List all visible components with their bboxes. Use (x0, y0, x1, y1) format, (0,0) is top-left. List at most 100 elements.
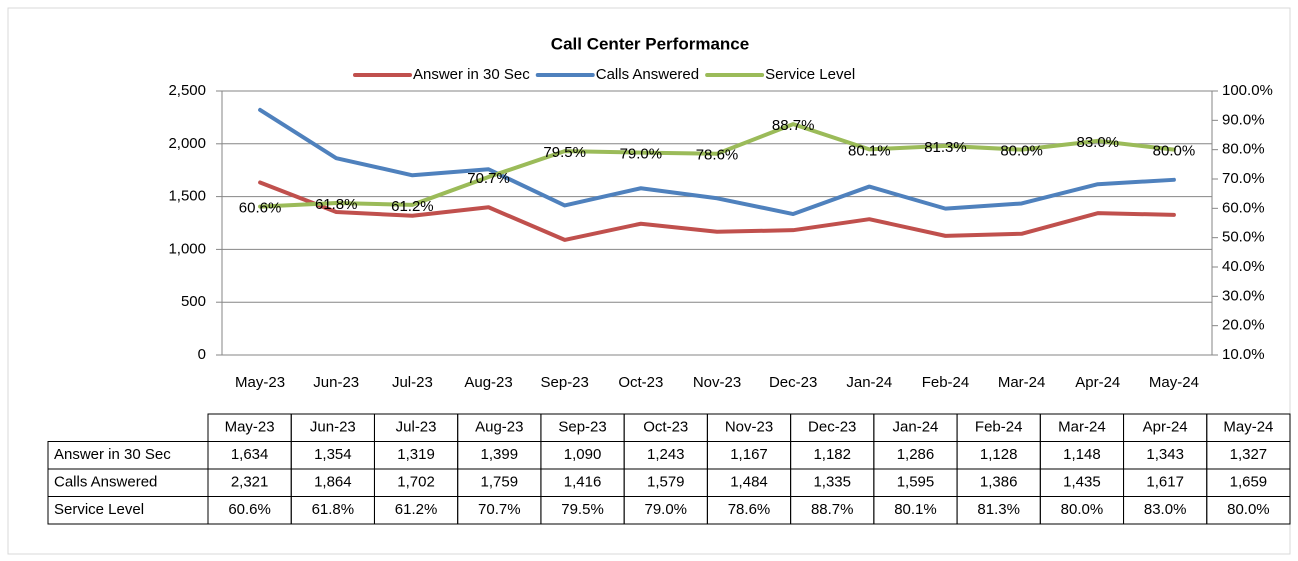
table-value: 1,416 (564, 474, 602, 491)
table-value: 1,148 (1063, 446, 1101, 463)
table-value: 1,128 (980, 446, 1018, 463)
table-header: Sep-23 (558, 419, 606, 436)
table-value: 1,319 (397, 446, 435, 463)
data-label: 80.0% (1153, 143, 1196, 160)
table-value: 79.5% (561, 501, 604, 518)
table-value: 61.2% (395, 501, 438, 518)
y2-tick-label: 80.0% (1222, 141, 1265, 158)
table-value: 1,090 (564, 446, 602, 463)
y-tick-label: 500 (181, 293, 206, 310)
table-value: 78.6% (728, 501, 771, 518)
table-value: 83.0% (1144, 501, 1187, 518)
table-value: 61.8% (312, 501, 355, 518)
table-value: 1,579 (647, 474, 685, 491)
table-header: Aug-23 (475, 419, 523, 436)
series-line (258, 107, 1176, 217)
table-header: Apr-24 (1143, 419, 1188, 436)
table-header: May-23 (225, 419, 275, 436)
table-value: 1,182 (813, 446, 851, 463)
y2-tick-label: 100.0% (1222, 82, 1273, 99)
table-value: 1,435 (1063, 474, 1101, 491)
x-tick-label: Feb-24 (922, 374, 970, 391)
table-header: Mar-24 (1058, 419, 1106, 436)
table-header: Feb-24 (975, 419, 1023, 436)
table-value: 1,634 (231, 446, 269, 463)
x-tick-label: Jan-24 (846, 374, 892, 391)
y2-tick-label: 20.0% (1222, 317, 1265, 334)
data-label: 70.7% (467, 170, 510, 187)
x-tick-label: Jun-23 (313, 374, 359, 391)
table-header: Jan-24 (893, 419, 939, 436)
series-line (258, 180, 1176, 242)
table-value: 1,399 (481, 446, 519, 463)
table-value: 1,595 (897, 474, 935, 491)
data-label: 79.5% (543, 144, 586, 161)
table-value: 1,286 (897, 446, 935, 463)
y-tick-label: 2,000 (168, 135, 206, 152)
y-tick-label: 1,000 (168, 240, 206, 257)
table-row-label: Service Level (54, 501, 144, 518)
data-label: 81.3% (924, 139, 967, 156)
y2-tick-label: 60.0% (1222, 199, 1265, 216)
table-value: 1,702 (397, 474, 435, 491)
x-tick-label: Nov-23 (693, 374, 741, 391)
x-tick-label: Jul-23 (392, 374, 433, 391)
table-value: 81.3% (977, 501, 1020, 518)
table-value: 88.7% (811, 501, 854, 518)
table-header: Jul-23 (396, 419, 437, 436)
table-value: 80.0% (1227, 501, 1270, 518)
y-tick-label: 1,500 (168, 188, 206, 205)
table-value: 70.7% (478, 501, 521, 518)
data-label: 60.6% (239, 200, 282, 217)
y2-tick-label: 30.0% (1222, 287, 1265, 304)
legend-label: Service Level (765, 66, 855, 83)
table-row-label: Calls Answered (54, 474, 157, 491)
data-label: 83.0% (1076, 134, 1119, 151)
table-value: 2,321 (231, 474, 269, 491)
table-value: 60.6% (228, 501, 271, 518)
legend-label: Calls Answered (596, 66, 699, 83)
table-value: 1,386 (980, 474, 1018, 491)
data-label: 79.0% (620, 146, 663, 163)
table-value: 1,484 (730, 474, 768, 491)
legend-label: Answer in 30 Sec (413, 66, 530, 83)
table-value: 80.1% (894, 501, 937, 518)
x-tick-label: Apr-24 (1075, 374, 1120, 391)
table-value: 1,167 (730, 446, 768, 463)
y2-tick-label: 10.0% (1222, 346, 1265, 363)
table-header: Dec-23 (808, 419, 856, 436)
series-line (258, 122, 1176, 209)
table-header: Nov-23 (725, 419, 773, 436)
table-value: 1,617 (1146, 474, 1184, 491)
table-value: 1,864 (314, 474, 352, 491)
table-value: 1,759 (481, 474, 519, 491)
x-tick-label: May-23 (235, 374, 285, 391)
x-tick-label: May-24 (1149, 374, 1199, 391)
data-label: 78.6% (696, 147, 739, 164)
x-tick-label: Aug-23 (464, 374, 512, 391)
table-value: 1,243 (647, 446, 685, 463)
y2-tick-label: 40.0% (1222, 258, 1265, 275)
table-row-label: Answer in 30 Sec (54, 446, 171, 463)
data-label: 61.8% (315, 196, 358, 213)
y2-tick-label: 70.0% (1222, 170, 1265, 187)
table-cell (1206, 496, 1291, 525)
table-value: 1,343 (1146, 446, 1184, 463)
y-tick-label: 0 (198, 346, 206, 363)
x-tick-label: Oct-23 (618, 374, 663, 391)
y2-tick-label: 90.0% (1222, 111, 1265, 128)
x-tick-label: Mar-24 (998, 374, 1046, 391)
data-label: 88.7% (772, 117, 815, 134)
table-value: 1,327 (1230, 446, 1268, 463)
table-value: 1,335 (813, 474, 851, 491)
y2-tick-label: 50.0% (1222, 229, 1265, 246)
data-label: 61.2% (391, 198, 434, 215)
x-tick-label: Dec-23 (769, 374, 817, 391)
table-header: May-24 (1223, 419, 1273, 436)
table-value: 79.0% (644, 501, 687, 518)
y-tick-label: 2,500 (168, 82, 206, 99)
table-header: Jun-23 (310, 419, 356, 436)
chart-title: Call Center Performance (551, 34, 749, 53)
table-value: 1,354 (314, 446, 352, 463)
